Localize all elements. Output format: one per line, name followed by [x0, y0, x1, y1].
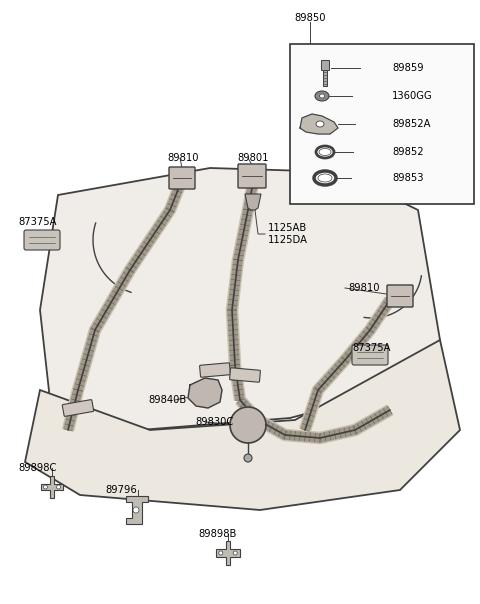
Text: 89840B: 89840B: [148, 395, 186, 405]
Text: 89898C: 89898C: [18, 463, 56, 473]
Text: 89810: 89810: [167, 153, 199, 163]
Circle shape: [43, 485, 48, 489]
Polygon shape: [230, 407, 266, 443]
Ellipse shape: [319, 149, 331, 155]
Bar: [290, 44, 474, 204]
Circle shape: [57, 485, 60, 489]
Text: 89850: 89850: [294, 13, 326, 23]
FancyBboxPatch shape: [238, 164, 266, 188]
Text: 1125DA: 1125DA: [268, 235, 308, 245]
Text: 89830C: 89830C: [195, 417, 233, 427]
Text: 89898B: 89898B: [198, 529, 236, 539]
FancyBboxPatch shape: [169, 167, 195, 189]
Text: 89853: 89853: [392, 173, 423, 183]
FancyBboxPatch shape: [387, 285, 413, 307]
Text: 89810: 89810: [348, 283, 380, 293]
FancyBboxPatch shape: [200, 363, 230, 378]
Text: 1360GG: 1360GG: [392, 91, 433, 101]
FancyBboxPatch shape: [229, 368, 260, 382]
Polygon shape: [216, 541, 240, 565]
Polygon shape: [41, 476, 63, 498]
Polygon shape: [188, 378, 222, 408]
Text: 89801: 89801: [237, 153, 268, 163]
Text: 89859: 89859: [392, 63, 424, 73]
Ellipse shape: [320, 94, 324, 98]
Circle shape: [133, 507, 139, 513]
FancyBboxPatch shape: [62, 400, 94, 416]
Polygon shape: [126, 496, 148, 524]
Text: 87375A: 87375A: [18, 217, 57, 227]
Polygon shape: [245, 194, 261, 210]
Polygon shape: [300, 114, 338, 134]
Bar: [321, 60, 329, 70]
FancyBboxPatch shape: [352, 345, 388, 365]
Circle shape: [219, 551, 223, 555]
Circle shape: [233, 551, 237, 555]
Ellipse shape: [318, 174, 332, 182]
Text: 89852: 89852: [392, 147, 424, 157]
Polygon shape: [25, 340, 460, 510]
Text: 89852A: 89852A: [392, 119, 431, 129]
Text: 87375A: 87375A: [352, 343, 391, 353]
Text: 1125AB: 1125AB: [268, 223, 307, 233]
Ellipse shape: [316, 121, 324, 127]
Circle shape: [244, 454, 252, 462]
Ellipse shape: [315, 91, 329, 101]
Polygon shape: [40, 168, 440, 430]
Text: 89796: 89796: [105, 485, 137, 495]
Bar: [323, 70, 327, 86]
FancyBboxPatch shape: [24, 230, 60, 250]
